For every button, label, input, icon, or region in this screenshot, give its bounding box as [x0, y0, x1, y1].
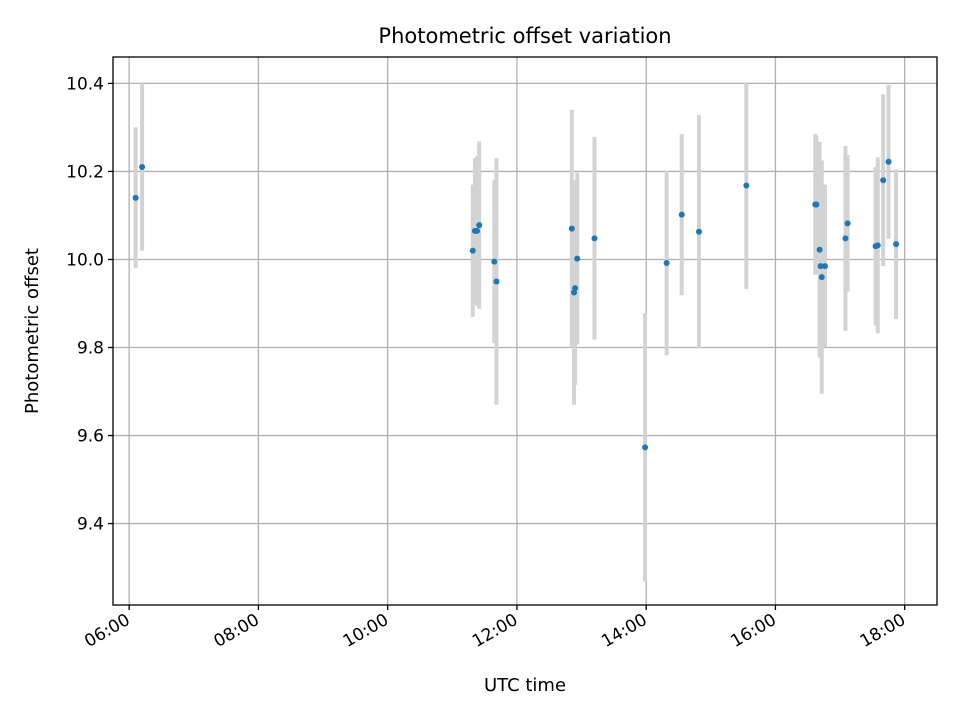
data-point: [591, 235, 598, 242]
data-point: [885, 158, 892, 165]
data-point: [816, 246, 823, 253]
data-point: [678, 211, 685, 218]
plot-background: [113, 57, 937, 605]
data-point: [568, 225, 575, 232]
y-tick-label: 10.0: [66, 250, 104, 270]
x-tick-label: 16:00: [727, 610, 779, 652]
grid: [113, 57, 937, 605]
data-point: [642, 444, 649, 451]
data-point: [572, 285, 579, 292]
data-point: [469, 247, 476, 254]
data-point: [818, 274, 825, 281]
data-point: [663, 259, 670, 266]
data-point: [817, 263, 824, 270]
y-tick-label: 10.2: [66, 162, 104, 182]
x-tick-label: 08:00: [210, 610, 262, 652]
data-point: [132, 194, 139, 201]
data-point: [874, 242, 881, 249]
x-tick-label: 06:00: [81, 610, 133, 652]
plot-frame: [112, 56, 938, 606]
data-point: [821, 263, 828, 270]
data-point: [893, 241, 900, 248]
data-point: [493, 278, 500, 285]
y-tick-label: 9.6: [77, 427, 104, 447]
y-tick-label: 9.8: [77, 339, 104, 359]
y-axis-label: Photometric offset: [22, 248, 43, 414]
x-axis-label: UTC time: [484, 675, 566, 696]
data-point: [813, 201, 820, 208]
data-point: [844, 220, 851, 227]
x-tick-label: 10:00: [340, 610, 392, 652]
data-point: [474, 227, 481, 234]
data-point: [574, 255, 581, 262]
x-tick-label: 18:00: [857, 610, 909, 652]
axis-ticks: 06:00 08:00 10:00 12:00 14:00 16:00 18:00 9.4 9.…: [66, 74, 909, 651]
data-points: [132, 158, 900, 451]
chart-title: Photometric offset variation: [378, 24, 671, 48]
data-point: [842, 235, 849, 242]
y-tick-label: 9.4: [77, 515, 104, 535]
data-point: [491, 258, 498, 265]
data-point: [139, 164, 146, 171]
y-tick-label: 10.4: [66, 74, 104, 94]
x-tick-label: 12:00: [469, 610, 521, 652]
data-point: [880, 177, 887, 184]
data-point: [743, 182, 750, 189]
x-tick-label: 14:00: [598, 610, 650, 652]
data-point: [476, 222, 483, 229]
data-point: [695, 228, 702, 235]
